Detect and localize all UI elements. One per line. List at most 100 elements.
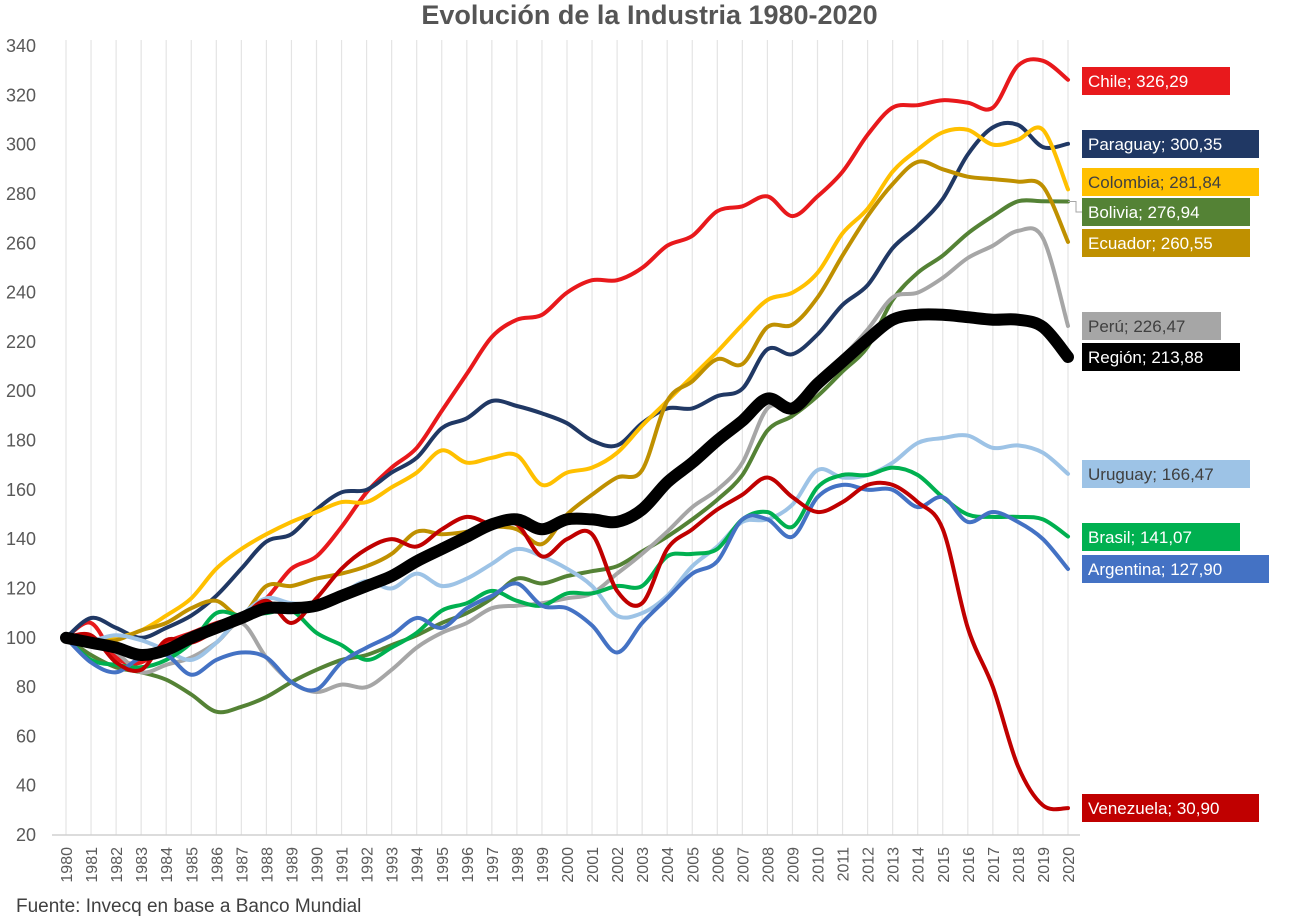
end-label-box — [1082, 229, 1250, 257]
x-tick-label: 2018 — [1011, 847, 1028, 883]
y-tick-label: 320 — [6, 85, 36, 105]
y-tick-label: 240 — [6, 283, 36, 303]
x-tick-label: 1983 — [134, 847, 151, 883]
end-label-venezuela: Venezuela; 30,90 — [1082, 794, 1259, 822]
end-label-text: Perú; 226,47 — [1088, 317, 1185, 336]
series-line-paraguay — [64, 120, 1070, 640]
end-label-connector — [1068, 201, 1082, 213]
end-labels: Chile; 326,29 Paraguay; 300,35 Colombia; 2… — [1068, 67, 1269, 822]
end-label-ecuador: Ecuador; 260,55 — [1082, 229, 1250, 257]
x-tick-label: 2019 — [1036, 847, 1053, 883]
y-tick-label: 100 — [6, 628, 36, 648]
x-tick-label: 1996 — [460, 847, 477, 883]
end-label-box — [1082, 794, 1259, 822]
x-tick-label: 1991 — [335, 847, 352, 883]
x-tick-label: 2003 — [635, 847, 652, 883]
y-tick-label: 140 — [6, 529, 36, 549]
end-label-text: Bolivia; 276,94 — [1088, 203, 1200, 222]
x-tick-label: 2000 — [560, 847, 577, 883]
x-tick-label: 1992 — [360, 847, 377, 883]
x-tick-label: 2010 — [811, 847, 828, 883]
x-tick-label: 1999 — [535, 847, 552, 883]
end-label-text: Ecuador; 260,55 — [1088, 234, 1213, 253]
end-label-chile: Chile; 326,29 — [1082, 67, 1230, 95]
end-label-bolivia: Bolivia; 276,94 — [1068, 198, 1250, 226]
y-tick-label: 80 — [16, 677, 36, 697]
x-tick-label: 1994 — [410, 847, 427, 883]
x-tick-label: 1984 — [159, 847, 176, 883]
x-tick-label: 2002 — [610, 847, 627, 883]
y-axis: 20 40 60 80 100 120 140 160 180 200 220 240 260 280 30… — [6, 36, 36, 845]
end-label-colombia: Colombia; 281,84 — [1082, 168, 1259, 196]
x-tick-label: 2016 — [961, 847, 978, 883]
x-tick-label: 1980 — [59, 847, 76, 883]
end-label-text: Colombia; 281,84 — [1088, 173, 1221, 192]
x-tick-label: 2017 — [986, 847, 1003, 883]
end-label-brasil: Brasil; 141,07 — [1082, 523, 1240, 551]
y-tick-label: 260 — [6, 233, 36, 253]
x-tick-label: 1981 — [84, 847, 101, 883]
y-tick-label: 280 — [6, 184, 36, 204]
end-label-box — [1082, 312, 1221, 340]
y-tick-label: 120 — [6, 578, 36, 598]
chart-title: Evolución de la Industria 1980-2020 — [421, 0, 878, 30]
y-tick-label: 300 — [6, 135, 36, 155]
x-tick-label: 1985 — [184, 847, 201, 883]
end-label-text: Uruguay; 166,47 — [1088, 465, 1214, 484]
y-tick-label: 20 — [16, 825, 36, 845]
series-line-brasil — [64, 465, 1070, 670]
x-tick-label: 2004 — [660, 847, 677, 883]
x-tick-label: 1982 — [109, 847, 126, 883]
source-note: Fuente: Invecq en base a Banco Mundial — [16, 896, 362, 917]
x-tick-label: 1988 — [259, 847, 276, 883]
x-tick-label: 1987 — [234, 847, 251, 883]
end-label-box — [1082, 130, 1259, 158]
y-tick-label: 160 — [6, 480, 36, 500]
end-label-box — [1082, 67, 1230, 95]
end-label-box — [1082, 460, 1250, 488]
end-label-argentina: Argentina; 127,90 — [1082, 555, 1269, 583]
x-tick-label: 1998 — [510, 847, 527, 883]
end-label-box — [1082, 555, 1269, 583]
end-label-box — [1082, 168, 1259, 196]
x-tick-label: 1993 — [385, 847, 402, 883]
x-tick-label: 1995 — [435, 847, 452, 883]
x-tick-label: 2008 — [760, 847, 777, 883]
x-tick-label: 2006 — [710, 847, 727, 883]
end-label-uruguay: Uruguay; 166,47 — [1082, 460, 1250, 488]
x-tick-label: 2007 — [735, 847, 752, 883]
series-line-argentina — [64, 482, 1070, 693]
x-tick-label: 2013 — [886, 847, 903, 883]
end-label-paraguay: Paraguay; 300,35 — [1082, 130, 1259, 158]
end-label-box — [1082, 523, 1240, 551]
y-tick-label: 200 — [6, 381, 36, 401]
x-tick-label: 2020 — [1061, 847, 1078, 883]
series-lines — [60, 57, 1074, 812]
x-tick-label: 2012 — [861, 847, 878, 883]
y-tick-label: 340 — [6, 36, 36, 56]
gridlines — [65, 40, 1069, 835]
end-label-text: Región; 213,88 — [1088, 348, 1203, 367]
y-tick-label: 220 — [6, 332, 36, 352]
end-label-box — [1082, 198, 1250, 226]
x-tick-label: 1989 — [284, 847, 301, 883]
x-tick-label: 1997 — [485, 847, 502, 883]
end-label-box — [1082, 343, 1240, 371]
x-tick-label: 2014 — [911, 847, 928, 883]
x-tick-label: 2001 — [585, 847, 602, 883]
end-label-text: Brasil; 141,07 — [1088, 528, 1192, 547]
end-label-peru: Perú; 226,47 — [1082, 312, 1221, 340]
y-tick-label: 60 — [16, 726, 36, 746]
end-label-text: Venezuela; 30,90 — [1088, 799, 1219, 818]
end-label-text: Argentina; 127,90 — [1088, 560, 1222, 579]
series-line-colombia — [64, 125, 1070, 643]
x-tick-label: 1990 — [310, 847, 327, 883]
x-tick-label: 2005 — [685, 847, 702, 883]
end-label-region: Región; 213,88 — [1082, 343, 1240, 371]
x-tick-label: 2011 — [836, 847, 853, 882]
x-tick-label: 2015 — [936, 847, 953, 883]
x-tick-label: 2009 — [785, 847, 802, 883]
series-line-region — [60, 308, 1074, 662]
x-tick-label: 1986 — [209, 847, 226, 883]
